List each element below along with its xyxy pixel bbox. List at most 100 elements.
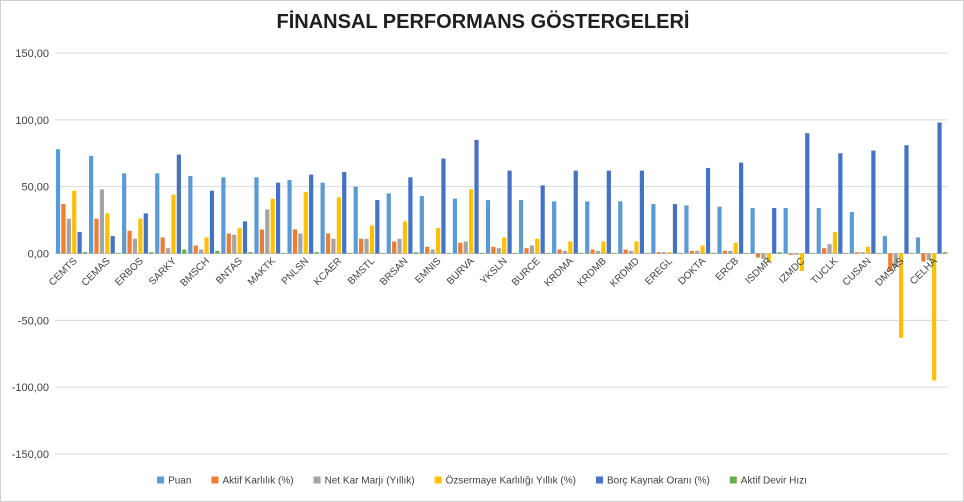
bar <box>237 228 242 254</box>
bar <box>474 139 479 254</box>
bar <box>524 248 529 254</box>
bar <box>402 221 408 254</box>
bar <box>479 252 485 254</box>
bar <box>535 238 540 254</box>
bar <box>413 252 418 254</box>
bar <box>750 208 755 254</box>
bar <box>783 208 788 254</box>
y-tick-label: -50,00 <box>18 315 49 327</box>
bar <box>221 177 226 254</box>
bar <box>557 249 562 254</box>
bar <box>788 253 794 255</box>
y-tick-label: 150,00 <box>15 48 49 60</box>
bar <box>325 233 331 254</box>
bar <box>512 252 518 254</box>
bar <box>209 190 215 254</box>
bar <box>672 204 678 254</box>
bar <box>502 237 507 254</box>
bar <box>188 175 193 254</box>
bar <box>491 246 496 254</box>
bar <box>805 133 810 254</box>
bar <box>777 252 782 254</box>
legend: Puan Aktif Karlılık (%) Net Kar Marjı (Yıl… <box>157 475 807 487</box>
bar <box>138 218 143 254</box>
bar <box>303 192 308 254</box>
x-tick-label: KRDMB <box>576 256 610 290</box>
bar <box>540 185 545 254</box>
gridlines <box>55 52 948 455</box>
bar <box>915 237 921 254</box>
bar <box>259 229 264 254</box>
bar <box>871 150 876 254</box>
x-tick-label: EREGL <box>643 256 675 288</box>
legend-swatch <box>211 476 219 484</box>
x-tick-label: BMSTL <box>346 256 378 288</box>
bar <box>545 252 551 254</box>
bar <box>110 236 115 254</box>
bar <box>72 190 77 254</box>
bar <box>386 193 391 254</box>
legend-swatch <box>313 476 321 484</box>
bar <box>359 238 364 254</box>
bar <box>689 250 694 254</box>
bar <box>849 212 854 254</box>
x-tick-label: EMNIS <box>413 256 443 286</box>
bar <box>127 230 132 254</box>
bar <box>860 252 865 254</box>
y-tick-label: 0,00 <box>28 249 49 261</box>
bar <box>529 245 534 254</box>
bar <box>651 204 656 254</box>
bar <box>711 252 716 254</box>
bar <box>425 246 430 254</box>
bar <box>347 252 352 254</box>
bar <box>876 252 881 254</box>
legend-label: Aktif Karlılık (%) <box>222 476 293 487</box>
bar <box>893 253 898 267</box>
bar <box>882 236 887 254</box>
x-tick-label: DOKTA <box>676 256 708 288</box>
legend-swatch <box>729 476 737 484</box>
bar <box>909 252 914 254</box>
bar <box>926 253 931 261</box>
bar <box>937 122 942 254</box>
bar <box>717 206 722 254</box>
bar <box>601 241 606 254</box>
bar <box>99 189 105 254</box>
bar <box>562 250 568 254</box>
bar <box>618 201 623 254</box>
bar <box>369 225 375 254</box>
bar <box>242 221 248 254</box>
bar <box>336 197 341 254</box>
bar <box>695 250 700 254</box>
x-tick-label: YKSLN <box>479 256 510 287</box>
bar <box>827 244 832 254</box>
bar <box>645 252 650 254</box>
x-tick-label: BNTAS <box>214 256 245 287</box>
bar <box>639 170 644 254</box>
x-tick-label: ERBOS <box>113 256 146 289</box>
bar <box>215 250 220 254</box>
bar <box>888 253 893 271</box>
bar <box>739 162 744 254</box>
bar <box>408 177 413 254</box>
bar <box>392 241 397 254</box>
bar <box>292 229 298 254</box>
x-tick-label: CUSAN <box>841 256 874 289</box>
bar <box>662 252 667 254</box>
bar <box>623 249 628 254</box>
bar <box>898 253 904 338</box>
bar <box>61 204 66 254</box>
bar <box>155 173 160 254</box>
x-axis-labels: CEMTS CEMAS ERBOS SARKY BMSCH BNTAS MAKTK PNLSN… <box>47 256 940 290</box>
bar <box>766 253 771 262</box>
bar <box>452 198 458 254</box>
bar <box>794 253 799 255</box>
bars <box>55 122 948 381</box>
bar <box>733 242 738 254</box>
x-tick-label: ISDMR <box>744 256 775 287</box>
bar <box>705 167 711 254</box>
bar <box>832 232 838 254</box>
x-tick-label: KRDMD <box>608 256 642 290</box>
bar <box>55 149 61 254</box>
bar <box>182 249 187 254</box>
